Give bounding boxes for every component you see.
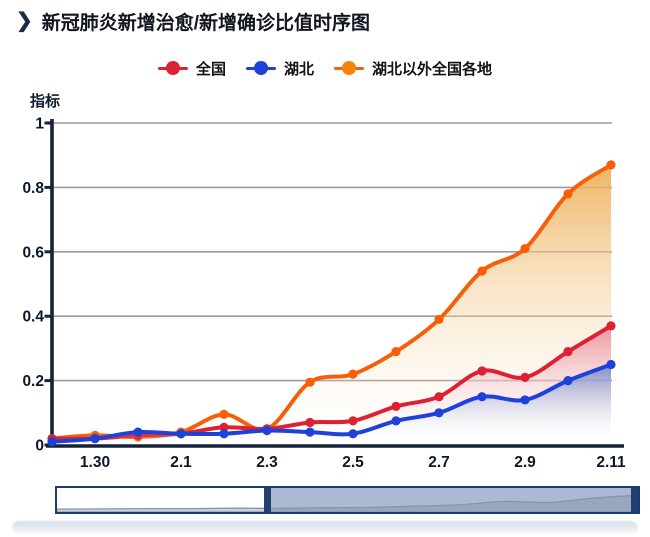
- data-point[interactable]: [348, 429, 358, 439]
- x-tick-label: 2.1: [170, 454, 192, 471]
- data-point[interactable]: [477, 366, 487, 376]
- data-point[interactable]: [563, 189, 573, 199]
- data-point[interactable]: [391, 347, 401, 357]
- x-tick-label: 1.30: [80, 454, 110, 471]
- datazoom-right-handle[interactable]: [631, 488, 638, 512]
- data-point[interactable]: [47, 437, 57, 447]
- x-tick-label: 2.3: [256, 454, 278, 471]
- legend-item-2[interactable]: 湖北以外全国各地: [334, 58, 492, 79]
- data-point[interactable]: [606, 160, 616, 170]
- data-point[interactable]: [520, 243, 530, 254]
- data-point[interactable]: [563, 376, 573, 386]
- chevron-icon: ❯: [16, 10, 33, 32]
- legend-dot-icon: [165, 61, 180, 75]
- x-tick-label: 2.9: [514, 454, 536, 471]
- data-point[interactable]: [305, 427, 315, 437]
- legend-item-0[interactable]: 全国: [157, 58, 226, 79]
- data-point[interactable]: [219, 422, 229, 432]
- legend-marker-icon: [334, 61, 364, 76]
- data-point[interactable]: [520, 372, 530, 382]
- legend-marker-icon: [157, 61, 188, 76]
- legend-label: 湖北以外全国各地: [372, 60, 493, 78]
- page-title-row: ❯ 新冠肺炎新增治愈/新增确诊比值时序图: [16, 8, 370, 35]
- page-title: 新冠肺炎新增治愈/新增确诊比值时序图: [41, 13, 371, 34]
- legend-item-1[interactable]: 湖北: [245, 58, 314, 79]
- data-point[interactable]: [477, 266, 487, 276]
- data-point[interactable]: [133, 427, 143, 437]
- data-point[interactable]: [520, 395, 530, 405]
- y-tick-label: 0.8: [22, 180, 44, 197]
- data-point[interactable]: [305, 377, 315, 387]
- legend-marker-icon: [245, 61, 276, 76]
- bottom-shadow: [12, 521, 638, 535]
- legend-dot-icon: [342, 61, 356, 75]
- series-area-1: [52, 364, 611, 444]
- y-tick-label: 1: [35, 116, 44, 133]
- legend-dot-icon: [253, 61, 268, 75]
- data-point[interactable]: [434, 392, 444, 402]
- datazoom-data-shadow: [57, 494, 638, 512]
- y-tick-label: 0.2: [22, 373, 44, 390]
- data-point[interactable]: [305, 417, 315, 428]
- data-point[interactable]: [348, 416, 358, 426]
- data-point[interactable]: [262, 425, 272, 436]
- y-tick-label: 0.6: [22, 244, 44, 261]
- data-point[interactable]: [219, 409, 229, 420]
- data-point[interactable]: [434, 408, 444, 418]
- data-point[interactable]: [391, 416, 401, 426]
- y-tick-label: 0: [35, 438, 44, 455]
- y-tick-label: 0.4: [22, 309, 44, 326]
- data-point[interactable]: [90, 433, 100, 444]
- data-point[interactable]: [391, 401, 401, 411]
- data-point[interactable]: [477, 392, 487, 402]
- y-axis-name: 指标: [30, 93, 61, 110]
- data-point[interactable]: [606, 321, 616, 331]
- datazoom-left-handle[interactable]: [263, 488, 271, 512]
- data-point[interactable]: [434, 314, 444, 325]
- data-point[interactable]: [348, 369, 358, 379]
- legend: 全国 湖北 湖北以外全国各地: [0, 56, 650, 80]
- data-point[interactable]: [176, 429, 186, 439]
- x-tick-label: 2.5: [342, 454, 364, 471]
- data-point[interactable]: [219, 429, 229, 439]
- x-tick-label: 2.11: [596, 454, 626, 471]
- datazoom-slider[interactable]: [55, 486, 640, 514]
- legend-label: 全国: [195, 60, 226, 78]
- legend-label: 湖北: [283, 60, 314, 78]
- x-tick-label: 2.7: [428, 454, 450, 471]
- data-point[interactable]: [563, 347, 573, 357]
- data-shadow-area: [57, 494, 638, 512]
- data-point[interactable]: [606, 359, 616, 370]
